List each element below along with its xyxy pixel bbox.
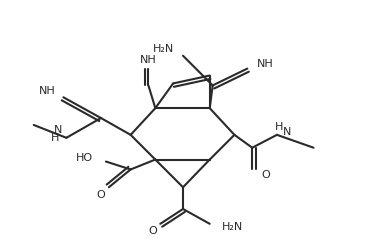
Text: NH: NH	[39, 86, 56, 96]
Text: H: H	[275, 122, 283, 132]
Text: H₂N: H₂N	[153, 44, 174, 54]
Text: H: H	[51, 133, 60, 143]
Text: O: O	[97, 190, 105, 200]
Text: N: N	[283, 127, 291, 137]
Text: NH: NH	[257, 59, 274, 69]
Text: H₂N: H₂N	[222, 222, 243, 232]
Text: O: O	[148, 226, 157, 236]
Text: HO: HO	[76, 153, 93, 163]
Text: N: N	[54, 125, 63, 135]
Text: O: O	[261, 170, 270, 180]
Text: NH: NH	[140, 55, 157, 65]
